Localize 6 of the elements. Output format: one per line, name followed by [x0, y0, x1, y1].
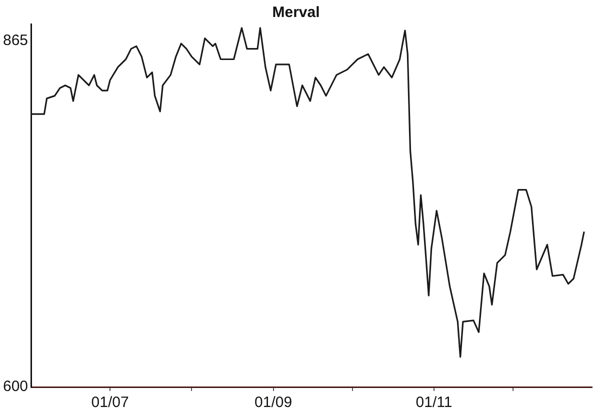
- y-tick-label: 600: [2, 378, 28, 396]
- x-tick-label: 01/09: [254, 394, 292, 412]
- x-tick-label: 01/11: [416, 394, 452, 412]
- chart-title: Merval: [272, 4, 320, 22]
- y-tick-label: 865: [2, 32, 28, 50]
- x-tick-label: 01/07: [91, 394, 129, 412]
